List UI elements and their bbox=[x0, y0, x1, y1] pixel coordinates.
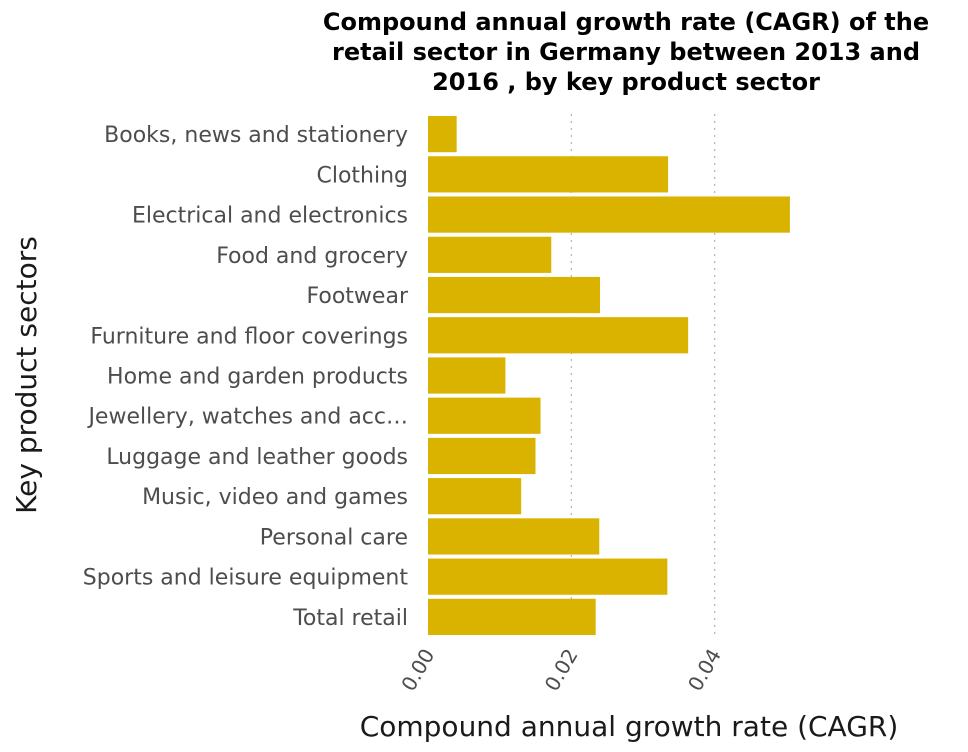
category-label: Luggage and leather goods bbox=[106, 445, 408, 470]
bars bbox=[428, 116, 790, 635]
x-tick-labels: 0.00 0.02 0.04 bbox=[396, 645, 726, 696]
x-tick-label: 0.00 bbox=[396, 645, 439, 696]
category-label: Footwear bbox=[307, 284, 409, 309]
x-axis-title: Compound annual growth rate (CAGR) bbox=[360, 710, 899, 743]
x-tick-label: 0.04 bbox=[683, 645, 726, 696]
chart-title-line-3: 2016 , by key product sector bbox=[432, 68, 820, 96]
category-label: Sports and leisure equipment bbox=[83, 566, 409, 591]
y-axis-title: Key product sectors bbox=[10, 236, 43, 514]
bar bbox=[428, 478, 522, 515]
bar bbox=[428, 276, 600, 314]
category-label: Total retail bbox=[292, 606, 408, 631]
bar bbox=[428, 236, 552, 273]
category-labels: Books, news and stationery Clothing Electr… bbox=[83, 123, 409, 631]
bar bbox=[428, 518, 600, 555]
bar bbox=[428, 357, 506, 394]
bar bbox=[428, 116, 457, 153]
category-label: Clothing bbox=[316, 163, 408, 188]
x-tick-label: 0.02 bbox=[540, 645, 583, 696]
chart-title-line-2: retail sector in Germany between 2013 an… bbox=[332, 38, 920, 66]
bar bbox=[428, 196, 790, 233]
category-label: Electrical and electronics bbox=[132, 204, 408, 229]
category-label: Personal care bbox=[260, 525, 408, 550]
bar bbox=[428, 598, 596, 635]
chart-title: Compound annual growth rate (CAGR) of th… bbox=[323, 8, 929, 96]
bar bbox=[428, 156, 669, 193]
category-label: Books, news and stationery bbox=[104, 123, 408, 148]
category-label: Food and grocery bbox=[216, 244, 408, 269]
category-label: Home and garden products bbox=[107, 365, 408, 390]
category-label: Jewellery, watches and acc… bbox=[86, 405, 408, 430]
category-label: Furniture and floor coverings bbox=[90, 324, 408, 349]
chart-title-line-1: Compound annual growth rate (CAGR) of th… bbox=[323, 8, 929, 36]
bar bbox=[428, 558, 668, 595]
bar bbox=[428, 397, 541, 434]
bar bbox=[428, 437, 536, 475]
bar bbox=[428, 317, 689, 354]
category-label: Music, video and games bbox=[142, 485, 408, 510]
